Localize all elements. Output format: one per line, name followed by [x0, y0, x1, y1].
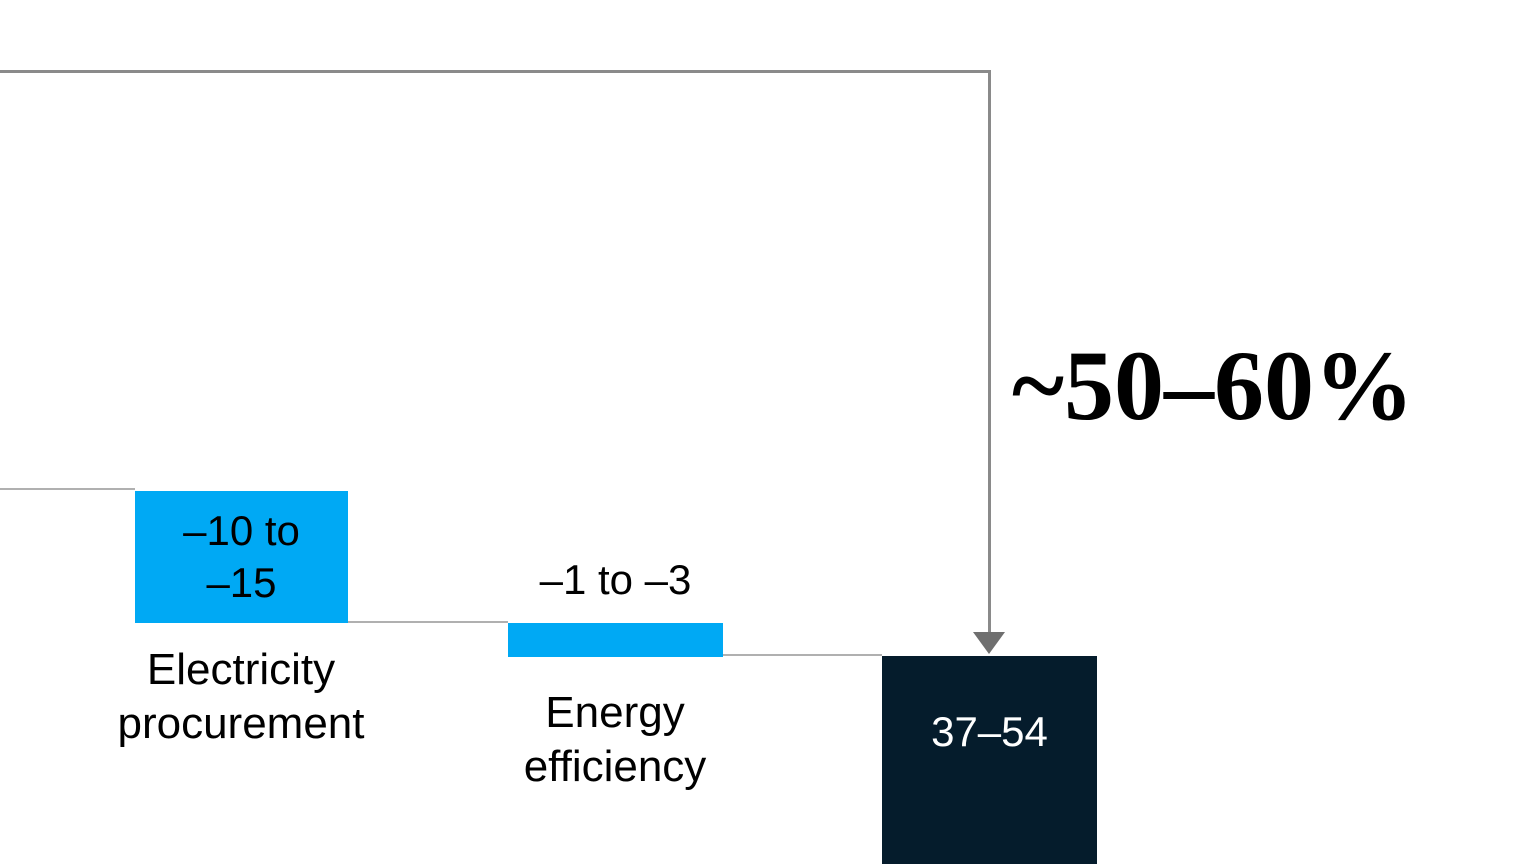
bar-value-label-electricity: –10 to –15	[183, 507, 300, 606]
bar-total	[882, 656, 1097, 864]
bar-electricity-procurement: –10 to –15	[135, 491, 348, 623]
bar-value-label-total: 37–54	[931, 708, 1048, 755]
bracket-line-vertical	[988, 70, 991, 632]
bar-value-label-efficiency: –1 to –3	[539, 556, 692, 603]
bar-energy-efficiency	[508, 623, 723, 657]
arrow-down-icon	[973, 632, 1005, 654]
connector-line-efficiency-to-total	[723, 654, 882, 656]
connector-line-into-electricity	[0, 488, 135, 490]
category-label-electricity-procurement: Electricity procurement	[117, 645, 365, 748]
bracket-line-horizontal	[0, 70, 990, 73]
annotation-percentage: ~50–60%	[1012, 330, 1415, 441]
connector-line-electricity-to-efficiency	[348, 621, 508, 623]
category-label-energy-efficiency: Energy efficiency	[523, 688, 707, 791]
